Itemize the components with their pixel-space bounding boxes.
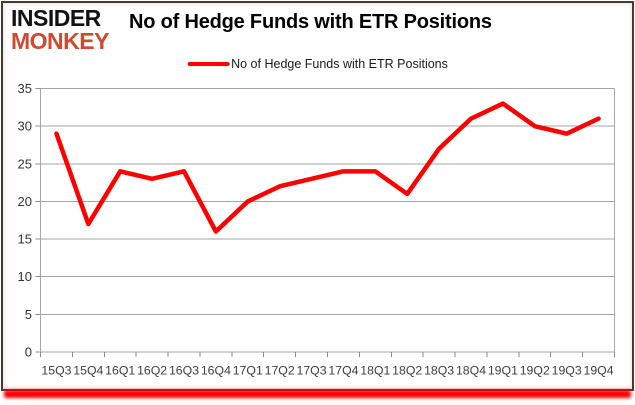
y-axis-tick-label: 5 <box>25 307 32 322</box>
y-axis-tick-label: 30 <box>18 119 32 134</box>
y-axis-tick-label: 0 <box>25 345 32 360</box>
x-axis-tick-label: 18Q3 <box>424 364 454 378</box>
y-axis-tick-label: 15 <box>18 232 32 247</box>
legend: No of Hedge Funds with ETR Positions <box>187 57 448 71</box>
logo-text-insider: INSIDER <box>11 5 101 31</box>
red-glow-bar <box>4 390 631 398</box>
x-axis-tick-label: 17Q4 <box>328 364 358 378</box>
x-axis-tick-label: 19Q4 <box>584 364 614 378</box>
x-axis-tick-label: 17Q1 <box>233 364 263 378</box>
y-axis-tick-label: 20 <box>18 194 32 209</box>
legend-line-marker <box>187 61 230 67</box>
chart-title: No of Hedge Funds with ETR Positions <box>129 11 492 33</box>
x-axis-tick-label: 15Q3 <box>41 364 71 378</box>
x-axis-tick-label: 16Q1 <box>105 364 135 378</box>
x-axis-tick-label: 19Q1 <box>488 364 518 378</box>
x-axis-tick-label: 18Q4 <box>456 364 486 378</box>
logo-text-monkey: MONKEY <box>11 28 109 54</box>
x-axis-tick-label: 17Q3 <box>297 364 327 378</box>
series-line <box>54 101 601 234</box>
x-axis-tick-label: 19Q2 <box>520 364 550 378</box>
x-axis-tick-label: 16Q4 <box>201 364 231 378</box>
x-axis-tick-label: 16Q3 <box>169 364 199 378</box>
insider-monkey-logo: INSIDER MONKEY <box>11 6 109 54</box>
x-axis-tick-label: 19Q3 <box>552 364 582 378</box>
y-axis-tick-label: 35 <box>18 81 32 96</box>
x-axis-tick-label: 18Q1 <box>360 364 390 378</box>
x-axis-tick-label: 15Q4 <box>73 364 103 378</box>
legend-label: No of Hedge Funds with ETR Positions <box>231 57 448 71</box>
x-axis-tick-label: 17Q2 <box>265 364 295 378</box>
x-axis-tick-label: 18Q2 <box>392 364 422 378</box>
y-axis-tick-label: 25 <box>18 156 32 171</box>
x-axis-tick-label: 16Q2 <box>137 364 167 378</box>
y-axis-tick-label: 10 <box>18 269 32 284</box>
